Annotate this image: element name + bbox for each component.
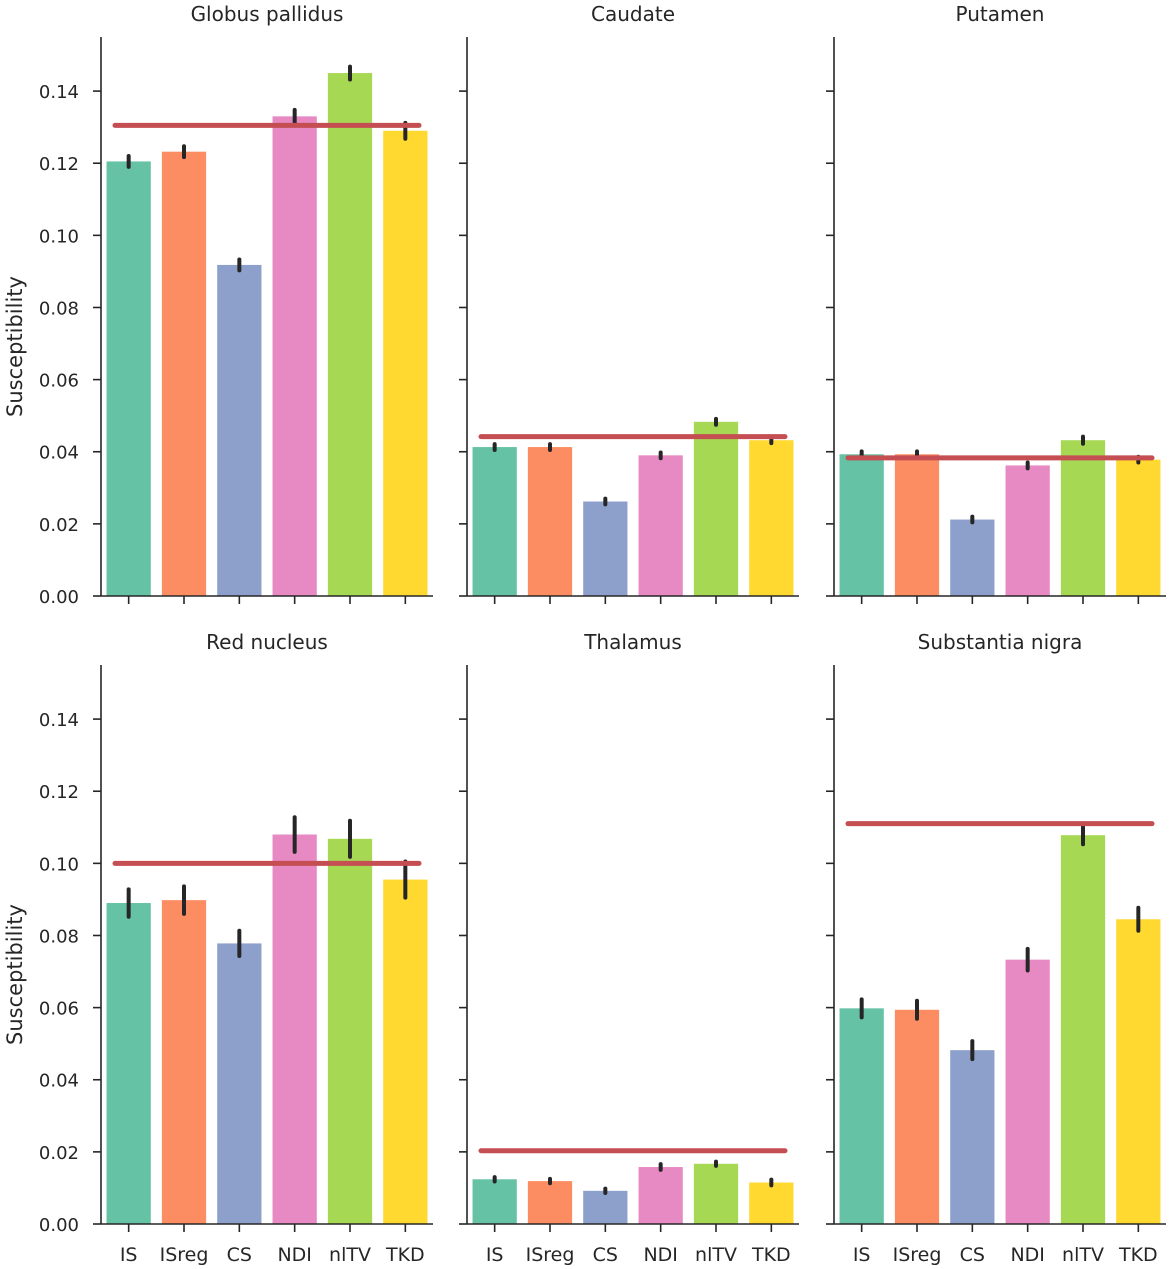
y-tick-label: 0.04 xyxy=(39,1071,79,1092)
x-tick-label: TKD xyxy=(751,1244,791,1266)
x-tick-label: NDI xyxy=(1010,1244,1044,1266)
x-tick-label: nlTV xyxy=(695,1244,737,1266)
bar-tkd xyxy=(749,440,794,596)
panel-title: Putamen xyxy=(956,2,1045,26)
y-tick-label: 0.08 xyxy=(39,298,79,319)
x-tick-label: NDI xyxy=(277,1244,311,1266)
x-tick-label: nlTV xyxy=(329,1244,371,1266)
x-tick-label: IS xyxy=(486,1244,504,1266)
y-tick-label: 0.10 xyxy=(39,854,79,875)
y-tick-label: 0.10 xyxy=(39,226,79,247)
y-tick-label: 0.08 xyxy=(39,926,79,947)
bar-isreg xyxy=(894,1009,940,1224)
bar-isreg xyxy=(894,454,940,596)
bar-tkd xyxy=(749,1182,794,1224)
bar-cs xyxy=(583,1190,628,1224)
x-tick-label: IS xyxy=(120,1244,138,1266)
bar-ndi xyxy=(638,455,683,596)
bar-is xyxy=(839,1008,884,1224)
y-tick-label: 0.06 xyxy=(39,999,79,1020)
bar-ndi xyxy=(1005,959,1050,1224)
x-tick-label: ISreg xyxy=(893,1244,942,1266)
bar-nltv xyxy=(1060,835,1106,1224)
y-tick-label: 0.00 xyxy=(39,1215,79,1236)
bar-cs xyxy=(950,519,995,596)
x-tick-label: ISreg xyxy=(526,1244,575,1266)
bar-cs xyxy=(950,1050,995,1224)
bar-is xyxy=(472,1179,517,1224)
x-tick-label: NDI xyxy=(643,1244,677,1266)
bar-ndi xyxy=(1005,465,1050,596)
bar-is xyxy=(106,903,151,1224)
x-tick-label: CS xyxy=(593,1244,618,1266)
bar-tkd xyxy=(383,130,428,596)
y-tick-label: 0.06 xyxy=(39,371,79,392)
bar-is xyxy=(839,454,884,596)
bar-nltv xyxy=(1060,440,1106,596)
bar-isreg xyxy=(161,900,207,1224)
x-tick-label: ISreg xyxy=(160,1244,209,1266)
bar-ndi xyxy=(638,1167,683,1224)
y-tick-label: 0.12 xyxy=(39,154,79,175)
bar-nltv xyxy=(327,73,373,596)
panel-title: Red nucleus xyxy=(206,630,328,654)
x-tick-label: CS xyxy=(227,1244,252,1266)
y-tick-label: 0.12 xyxy=(39,782,79,803)
bar-isreg xyxy=(527,447,573,596)
y-axis-label: Susceptibility xyxy=(3,276,27,417)
panel-title: Thalamus xyxy=(583,630,682,654)
bar-isreg xyxy=(161,151,207,596)
panel-title: Substantia nigra xyxy=(918,630,1083,654)
bar-is xyxy=(472,447,517,596)
bar-cs xyxy=(583,501,628,596)
bar-tkd xyxy=(1116,459,1161,596)
x-tick-label: CS xyxy=(960,1244,985,1266)
bar-tkd xyxy=(1116,919,1161,1224)
x-tick-label: nlTV xyxy=(1062,1244,1104,1266)
bar-nltv xyxy=(693,421,739,596)
bar-cs xyxy=(217,264,262,596)
y-tick-label: 0.00 xyxy=(39,587,79,608)
x-tick-label: IS xyxy=(853,1244,871,1266)
y-axis-label: Susceptibility xyxy=(3,904,27,1045)
panel-title: Caudate xyxy=(591,2,675,26)
bar-is xyxy=(106,161,151,596)
y-tick-label: 0.02 xyxy=(39,1143,79,1164)
panel-title: Globus pallidus xyxy=(191,2,344,26)
bar-nltv xyxy=(327,838,373,1224)
bar-ndi xyxy=(272,834,317,1224)
bar-ndi xyxy=(272,116,317,597)
y-tick-label: 0.14 xyxy=(39,82,79,103)
y-tick-label: 0.14 xyxy=(39,710,79,731)
x-tick-label: TKD xyxy=(385,1244,425,1266)
y-tick-label: 0.02 xyxy=(39,515,79,536)
y-tick-label: 0.04 xyxy=(39,443,79,464)
bar-tkd xyxy=(383,879,428,1224)
bar-cs xyxy=(217,943,262,1224)
bar-nltv xyxy=(693,1163,739,1224)
bar-isreg xyxy=(527,1181,573,1224)
x-tick-label: TKD xyxy=(1118,1244,1158,1266)
